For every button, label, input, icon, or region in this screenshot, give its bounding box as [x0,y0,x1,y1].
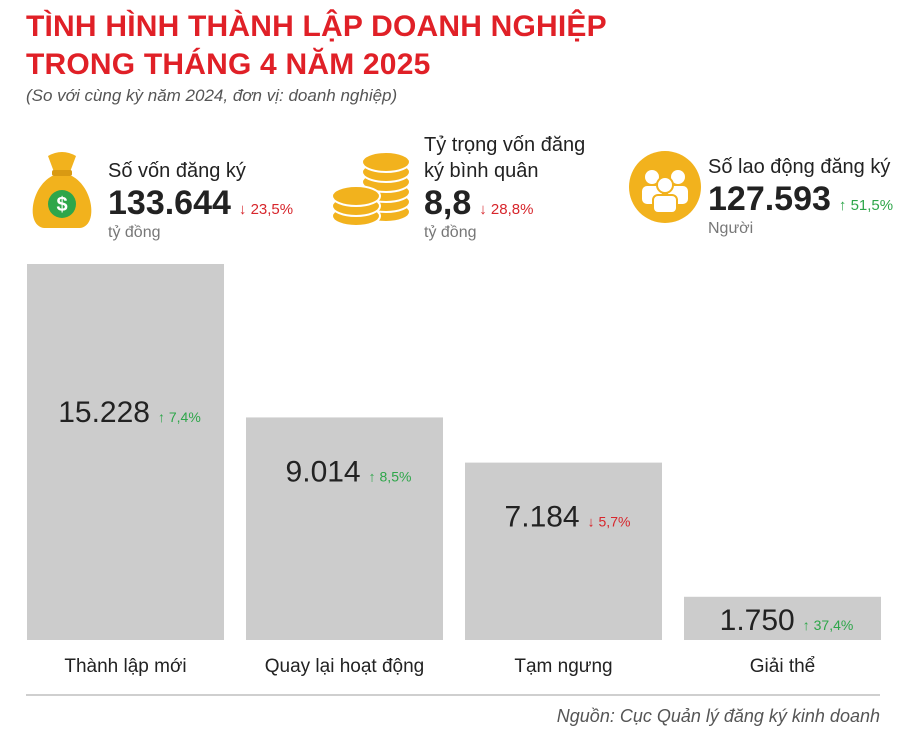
stat-capital: Số vốn đăng ký 133.644 ↓ 23,5% tỷ đồng [108,158,293,242]
stat-labor-label: Số lao động đăng ký [708,156,891,178]
stat-average-capital-unit: tỷ đồng [424,224,477,241]
svg-text:$: $ [56,194,67,216]
bar-2 [465,462,662,640]
stat-labor-change: ↑ 51,5% [838,197,894,214]
money-bag-icon: $ [32,152,92,228]
stat-labor-unit: Người [708,220,754,237]
people-icon [629,151,701,223]
stat-average-capital-label-1: Tỷ trọng vốn đăng [424,134,586,156]
stat-average-capital-value: 8,8 [424,184,472,222]
title-line-2: TRONG THÁNG 4 NĂM 2025 [26,48,431,81]
subtitle: (So với cùng kỳ năm 2024, đơn vị: doanh … [26,86,398,105]
stat-labor-value: 127.593 [708,180,831,218]
stat-capital-change: ↓ 23,5% [238,201,294,218]
bar-0 [27,264,224,640]
divider [26,694,880,696]
stat-capital-label: Số vốn đăng ký [108,160,246,182]
stat-labor: Số lao động đăng ký 127.593 ↑ 51,5% Ngườ… [708,154,893,238]
coins-icon [331,151,411,227]
title-line-1: TÌNH HÌNH THÀNH LẬP DOANH NGHIỆP [26,10,607,43]
bar-label-0: 15.228 ↑ 7,4% [58,396,201,429]
bar-label-2: 7.184 ↓ 5,7% [505,501,631,534]
bar-1 [246,417,443,640]
bar-3 [684,596,881,640]
source-note: Nguồn: Cục Quản lý đăng ký kinh doanh [556,706,880,726]
bar-label-3: 1.750 ↑ 37,4% [720,604,854,637]
bar-label-1: 9.014 ↑ 8,5% [286,455,412,488]
category-label-0: Thành lập mới [64,656,186,677]
stat-average-capital-label-2: ký bình quân [424,160,539,182]
category-label-1: Quay lại hoạt động [265,656,425,677]
stat-average-capital: Tỷ trọng vốn đăng ký bình quân 8,8 ↓ 28,… [424,132,585,242]
stat-capital-value: 133.644 [108,184,231,222]
stat-capital-unit: tỷ đồng [108,224,161,241]
category-label-3: Giải thể [750,656,815,677]
category-label-2: Tạm ngưng [514,656,612,677]
stat-average-capital-change: ↓ 28,8% [479,201,534,218]
